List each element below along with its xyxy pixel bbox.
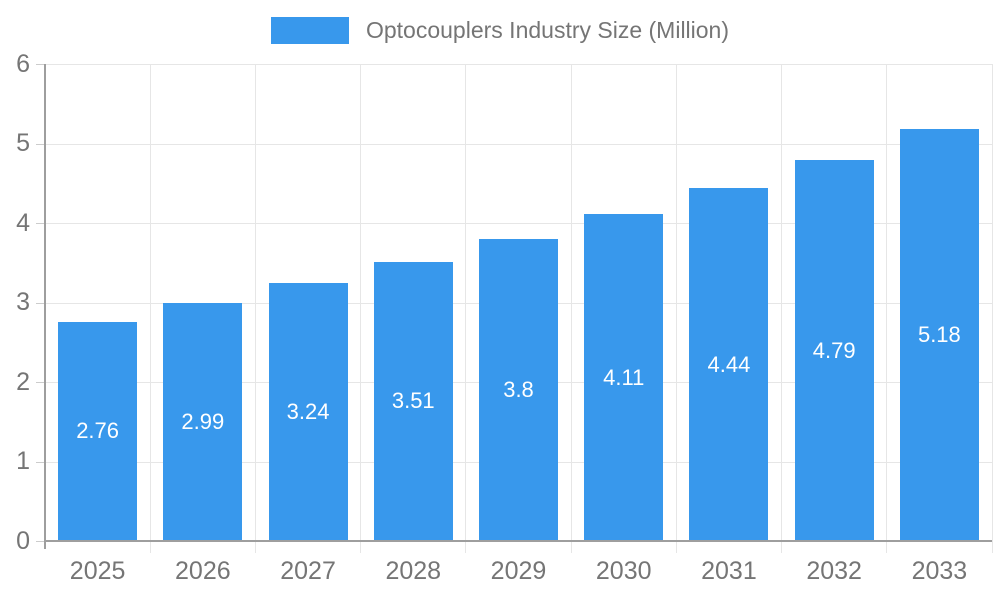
y-axis-tick: [36, 461, 45, 463]
y-tick-label: 2: [16, 367, 30, 396]
gridline-vertical: [149, 64, 151, 553]
x-axis-line: [45, 540, 992, 542]
gridline-vertical: [360, 64, 362, 553]
y-tick-label: 5: [16, 129, 30, 157]
gridline-vertical: [675, 64, 677, 553]
bar[interactable]: 2.99: [163, 303, 243, 541]
bar-value-label: 5.18: [917, 322, 961, 348]
y-axis-tick: [36, 223, 45, 224]
bar[interactable]: 4.79: [794, 160, 874, 541]
y-tick-label: 4: [16, 208, 30, 237]
gridline-horizontal: [45, 64, 992, 65]
y-axis-tick: [36, 64, 45, 65]
y-tick-label: 3: [16, 288, 30, 316]
x-tick-label: 2031: [701, 557, 757, 585]
legend-label: Optocouplers Industry Size (Million): [365, 16, 730, 43]
legend: Optocouplers Industry Size (Million): [0, 16, 1000, 44]
x-tick-label: 2028: [385, 557, 442, 585]
y-tick-label: 0: [16, 526, 30, 555]
bar-value-label: 3.24: [286, 399, 330, 425]
y-axis-line: [44, 64, 46, 549]
bar[interactable]: 5.18: [899, 129, 979, 541]
bar[interactable]: 4.44: [689, 188, 769, 541]
bar[interactable]: 3.24: [268, 283, 348, 541]
gridline-horizontal: [45, 143, 992, 145]
bar[interactable]: 3.8: [479, 238, 558, 541]
x-tick-label: 2032: [806, 557, 862, 585]
y-axis-tick: [36, 302, 45, 304]
bar-value-label: 4.79: [812, 337, 856, 363]
bar[interactable]: 3.51: [373, 261, 453, 541]
plot-area: 0 1 2 3 4 5 6 2.76 2025 2.99 2026 3.24 2027 3.51 2028 3…: [16, 51, 993, 584]
y-axis-tick: [36, 143, 45, 145]
legend-item[interactable]: Optocouplers Industry Size (Million): [270, 16, 730, 44]
legend-swatch-icon: [270, 16, 349, 44]
bar-value-label: 2.99: [181, 409, 225, 435]
gridline-horizontal: [45, 223, 992, 224]
y-axis-tick: [36, 382, 45, 383]
x-tick-label: 2025: [69, 557, 126, 585]
x-tick-label: 2029: [490, 557, 547, 585]
x-tick-label: 2030: [595, 557, 652, 585]
x-tick-label: 2026: [175, 557, 231, 585]
y-axis-tick: [36, 541, 45, 542]
y-tick-label: 6: [16, 49, 30, 78]
bar[interactable]: 2.76: [58, 321, 138, 541]
gridline-vertical: [570, 64, 572, 553]
bar-value-label: 4.11: [603, 364, 645, 390]
bar-value-label: 2.76: [76, 418, 120, 444]
bar-value-label: 3.8: [503, 376, 534, 402]
bar[interactable]: 4.11: [584, 214, 664, 541]
gridline-vertical: [991, 64, 993, 553]
y-tick-label: 1: [16, 447, 30, 475]
gridline-vertical: [465, 64, 467, 553]
bar-value-label: 3.51: [391, 388, 435, 414]
gridline-vertical: [886, 64, 888, 553]
x-tick-label: 2033: [911, 557, 968, 585]
gridline-vertical: [781, 64, 783, 553]
x-tick-label: 2027: [280, 557, 336, 585]
bar-value-label: 4.44: [707, 351, 751, 377]
gridline-vertical: [254, 64, 256, 553]
